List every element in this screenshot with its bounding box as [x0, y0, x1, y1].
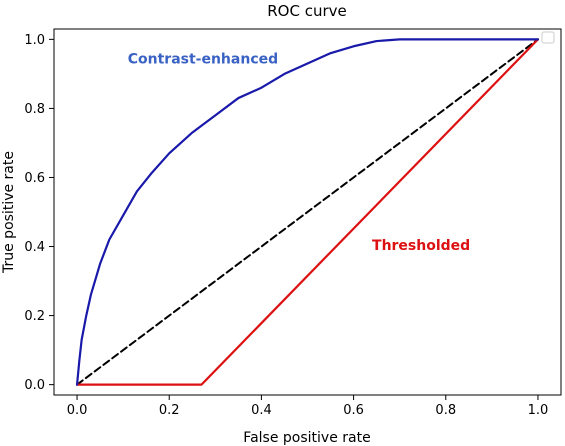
- contrast-enhanced-line: [75, 38, 540, 386]
- chart-title: ROC curve: [267, 2, 347, 20]
- x-tick-label: 0.6: [343, 403, 364, 418]
- legend-box: [541, 31, 555, 44]
- x-tick-label: 0.0: [67, 403, 88, 418]
- diagonal-reference-line: [76, 38, 539, 386]
- y-axis-title: True positive rate: [1, 151, 17, 274]
- x-tick-label: 0.4: [251, 403, 272, 418]
- series-layer: [75, 38, 540, 386]
- y-tick-label: 0.4: [24, 240, 45, 255]
- plot-area-frame: [53, 28, 562, 396]
- x-axis-title: False positive rate: [243, 430, 370, 446]
- x-tick-label: 0.2: [159, 403, 180, 418]
- y-tick-label: 0.8: [24, 102, 45, 117]
- y-tick-label: 1.0: [24, 33, 45, 48]
- annotation-label: Thresholded: [372, 238, 470, 254]
- annotation-layer: Contrast-enhanced Thresholded: [128, 52, 470, 254]
- annotation-label: Contrast-enhanced: [128, 52, 278, 68]
- y-tick-label: 0.6: [24, 171, 45, 186]
- x-tick-label: 1.0: [528, 403, 549, 418]
- x-tick-label: 0.8: [435, 403, 456, 418]
- y-tick-label: 0.0: [24, 378, 45, 393]
- thresholded-line: [75, 38, 540, 386]
- y-tick-label: 0.2: [24, 309, 45, 324]
- x-axis-ticks: 0.0 0.2 0.4 0.6 0.8 1.0: [67, 395, 549, 418]
- y-axis-ticks: 0.0 0.2 0.4 0.6 0.8 1.0: [24, 33, 54, 393]
